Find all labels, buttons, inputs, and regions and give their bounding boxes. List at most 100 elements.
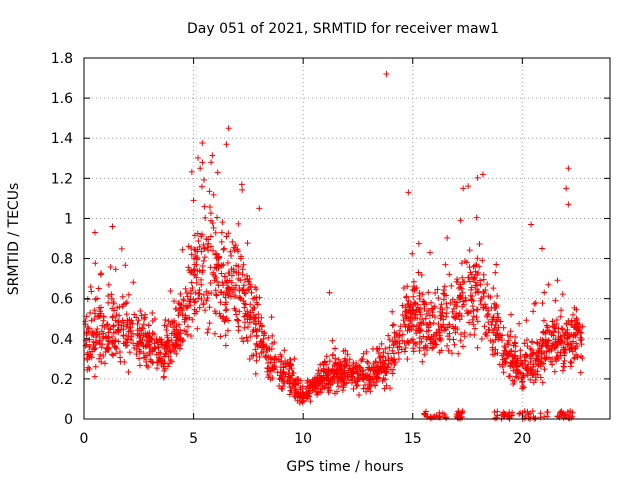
data-point — [172, 306, 179, 313]
data-point — [315, 367, 322, 374]
data-point — [517, 353, 524, 360]
data-point — [540, 317, 547, 324]
data-point — [204, 294, 211, 301]
data-point — [387, 385, 394, 392]
data-point — [187, 302, 194, 309]
data-point — [119, 293, 126, 300]
data-point — [552, 341, 559, 348]
data-point — [492, 304, 499, 311]
data-point — [338, 377, 345, 384]
data-point — [83, 328, 90, 335]
data-point — [188, 279, 195, 286]
data-point — [385, 355, 392, 362]
data-point — [474, 174, 481, 181]
plot-frame — [83, 57, 611, 420]
data-point — [495, 324, 502, 331]
data-point — [549, 329, 556, 336]
data-point — [225, 125, 232, 132]
data-point — [284, 377, 291, 384]
data-point — [497, 334, 504, 341]
data-point — [552, 297, 559, 304]
data-point — [207, 264, 214, 271]
data-point — [240, 297, 247, 304]
data-point — [471, 331, 478, 338]
data-point — [264, 360, 271, 367]
data-point — [490, 285, 497, 292]
data-point — [386, 336, 393, 343]
data-point — [485, 319, 492, 326]
data-point — [417, 326, 424, 333]
data-point — [203, 297, 210, 304]
data-point — [460, 185, 467, 192]
data-point — [492, 269, 499, 276]
data-point — [487, 337, 494, 344]
data-point — [407, 318, 414, 325]
data-point — [196, 304, 203, 311]
data-point — [268, 314, 275, 321]
data-point — [111, 307, 118, 314]
data-point — [111, 344, 118, 351]
data-point — [457, 331, 464, 338]
data-point — [423, 321, 430, 328]
data-point — [523, 317, 530, 324]
data-point — [484, 281, 491, 288]
data-point — [438, 301, 445, 308]
data-point — [255, 311, 262, 318]
data-point — [233, 282, 240, 289]
data-point — [345, 369, 352, 376]
data-point — [113, 329, 120, 336]
data-point — [449, 296, 456, 303]
data-point — [92, 260, 99, 267]
data-point — [457, 292, 464, 299]
data-point — [573, 323, 580, 330]
data-point — [218, 229, 225, 236]
data-point — [474, 318, 481, 325]
data-point — [374, 368, 381, 375]
data-point — [141, 315, 148, 322]
data-point — [539, 300, 546, 307]
data-point — [355, 374, 362, 381]
data-point — [271, 355, 278, 362]
data-point — [258, 314, 265, 321]
data-point — [429, 309, 436, 316]
data-point — [472, 289, 479, 296]
data-point — [264, 368, 271, 375]
data-point — [109, 351, 116, 358]
data-point — [97, 351, 104, 358]
data-point — [513, 363, 520, 370]
data-point — [505, 373, 512, 380]
data-point — [516, 320, 523, 327]
data-point — [527, 410, 534, 417]
data-point — [382, 369, 389, 376]
data-point — [162, 316, 169, 323]
data-point — [532, 415, 539, 422]
data-point — [343, 362, 350, 369]
data-point — [223, 279, 230, 286]
data-point — [136, 338, 143, 345]
data-point — [420, 319, 427, 326]
data-point — [389, 322, 396, 329]
data-point — [415, 240, 422, 247]
data-point — [142, 314, 149, 321]
data-point — [436, 329, 443, 336]
data-point — [205, 236, 212, 243]
data-point — [409, 250, 416, 257]
data-point — [175, 300, 182, 307]
data-point — [281, 347, 288, 354]
grid-lines — [84, 58, 610, 419]
data-point — [120, 332, 127, 339]
data-point — [528, 221, 535, 228]
data-point — [122, 340, 129, 347]
data-point — [530, 308, 537, 315]
data-point — [380, 375, 387, 382]
y-tick-label: 0 — [64, 412, 73, 428]
data-point — [277, 376, 284, 383]
data-point — [204, 244, 211, 251]
data-point — [574, 343, 581, 350]
data-point — [408, 322, 415, 329]
data-point — [446, 271, 453, 278]
data-point — [170, 345, 177, 352]
data-point — [268, 346, 275, 353]
data-point — [210, 224, 217, 231]
data-point — [144, 330, 151, 337]
